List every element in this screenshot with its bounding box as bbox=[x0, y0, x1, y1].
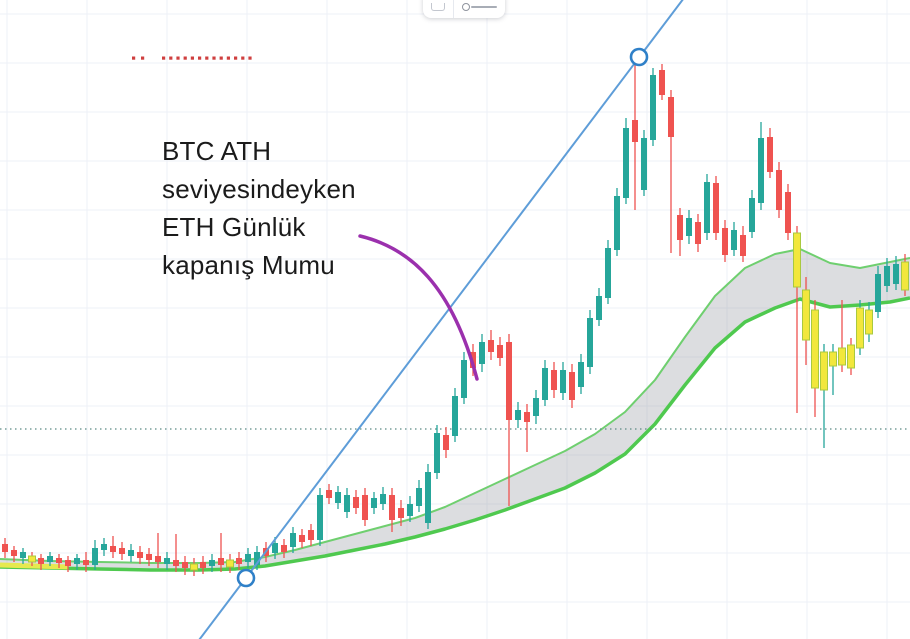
annotation-line: ETH Günlük bbox=[162, 212, 306, 242]
annotation-line: seviyesindeyken bbox=[162, 174, 356, 204]
line-style-icon bbox=[462, 3, 497, 11]
trendline-handle[interactable] bbox=[236, 568, 256, 588]
toolbar-line-style-button[interactable] bbox=[453, 0, 505, 18]
red-dotted-marks bbox=[132, 56, 252, 60]
template-icon bbox=[431, 3, 445, 11]
annotation-line: kapanış Mumu bbox=[162, 250, 335, 280]
annotation-text[interactable]: BTC ATH seviyesindeyken ETH Günlük kapan… bbox=[162, 132, 356, 284]
trendline-drawing[interactable] bbox=[190, 0, 690, 639]
toolbar-template-button[interactable] bbox=[423, 0, 453, 18]
drawing-toolbar[interactable] bbox=[423, 0, 505, 18]
annotation-line: BTC ATH bbox=[162, 136, 272, 166]
arrow-drawing[interactable] bbox=[358, 234, 479, 381]
candles-layer bbox=[2, 64, 909, 576]
trendline-handle[interactable] bbox=[629, 47, 649, 67]
